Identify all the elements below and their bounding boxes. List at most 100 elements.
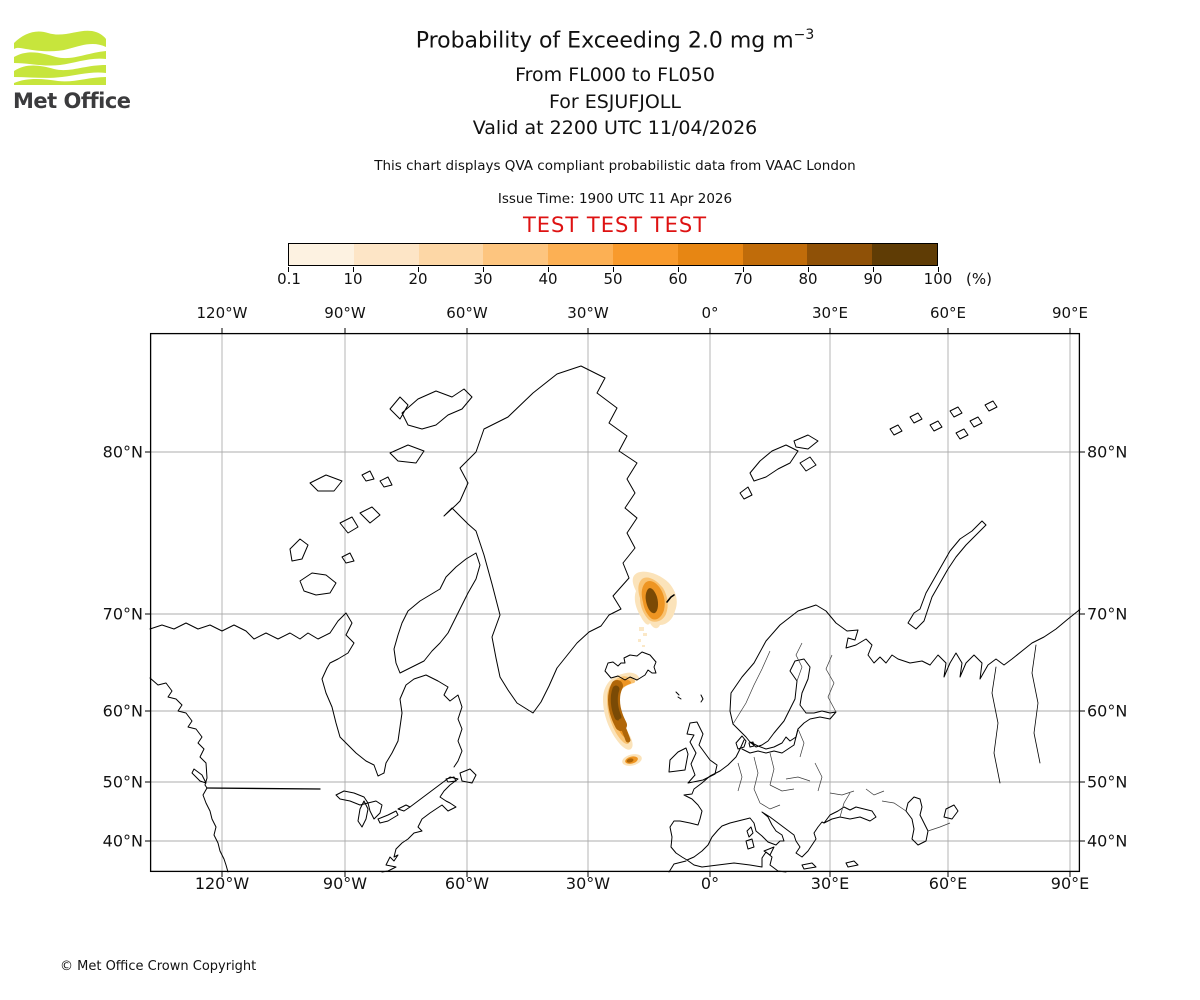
lon-label-top: 60°W	[446, 304, 488, 322]
colorbar-segment	[289, 244, 354, 265]
lat-label-left: 60°N	[102, 701, 143, 721]
coast-jan-mayen	[666, 594, 675, 603]
colorbar-tick	[873, 267, 874, 272]
lon-label-bottom: 120°W	[194, 874, 250, 893]
lon-label-top: 90°E	[1051, 304, 1089, 322]
footer-copyright: © Met Office Crown Copyright	[60, 959, 257, 974]
coast-norway-kola	[729, 604, 931, 725]
map-canvas	[145, 328, 1085, 877]
lon-label-bottom: 90°E	[1050, 874, 1090, 893]
colorbar-tick	[483, 267, 484, 272]
coast-svalbard	[739, 434, 819, 500]
coast-faroes	[675, 691, 682, 700]
lon-label-top: 30°E	[811, 304, 849, 322]
coast-novaya-zemlya	[907, 520, 987, 630]
colorbar-tick-label: 20	[408, 270, 428, 288]
lat-label-right: 50°N	[1087, 772, 1128, 792]
colorbar-tick-label: 30	[473, 270, 493, 288]
chart-description: This chart displays QVA compliant probab…	[374, 158, 856, 174]
lon-label-bottom: 60°W	[444, 874, 490, 893]
coast-aral	[943, 804, 959, 820]
lat-label-right: 70°N	[1087, 604, 1128, 624]
ash-plume-faint-trail	[638, 627, 647, 647]
colorbar-tick-label: 90	[863, 270, 883, 288]
lon-label-top: 0°	[701, 304, 719, 322]
colorbar-segment	[677, 244, 743, 265]
lat-label-right: 40°N	[1087, 831, 1128, 851]
coast-na-east	[381, 776, 459, 873]
coast-arctic-islands	[289, 388, 473, 596]
coast-med-islands	[745, 826, 859, 870]
coast-newfoundland	[445, 768, 477, 784]
coast-great-britain	[686, 721, 718, 784]
colorbar-segment	[807, 244, 873, 265]
coast-north-africa	[668, 851, 787, 873]
coast-arctic-mainland	[149, 612, 355, 669]
map-gridlines	[150, 333, 1080, 872]
lon-label-bottom: 0°	[700, 874, 720, 893]
coast-shetland	[700, 694, 704, 703]
colorbar-tick-label: 0.1	[277, 270, 301, 288]
colorbar-tick-label: 40	[538, 270, 558, 288]
colorbar-tick	[613, 267, 614, 272]
colorbar-tick	[418, 267, 419, 272]
coast-hudson-bay	[321, 667, 463, 777]
ash-plume-detached-blob	[622, 754, 642, 766]
river-ob-yenisei	[991, 644, 1041, 784]
coastlines	[149, 365, 1081, 873]
subtitle-volcano: For ESJUFJOLL	[549, 91, 681, 113]
colorbar-tick	[678, 267, 679, 272]
coast-kara-sea	[929, 608, 1081, 680]
colorbar-tick	[288, 267, 289, 272]
colorbar-tick	[353, 267, 354, 272]
lat-label-left: 70°N	[102, 604, 143, 624]
coast-caspian	[905, 796, 929, 846]
colorbar-segment	[353, 244, 419, 265]
map-frame	[145, 328, 1085, 877]
colorbar-tick	[808, 267, 809, 272]
chart-title-text: Probability of Exceeding 2.0 mg m	[415, 28, 794, 54]
colorbar-segment	[742, 244, 808, 265]
coast-iceland	[604, 651, 657, 681]
colorbar-tick-label: 70	[733, 270, 753, 288]
subtitle-valid-time: Valid at 2200 UTC 11/04/2026	[472, 117, 758, 139]
ash-plume-south-of-iceland	[603, 672, 640, 750]
lon-label-bottom: 30°E	[810, 874, 850, 893]
lon-label-top: 120°W	[196, 304, 248, 322]
coast-vancouver-island	[191, 768, 207, 784]
colorbar-segment	[483, 244, 549, 265]
coast-denmark	[735, 735, 755, 750]
colorbar-tick	[938, 267, 939, 272]
colorbar-tick-label: 10	[343, 270, 363, 288]
ash-plume-northeast-of-iceland	[632, 571, 677, 647]
colorbar-tick-label: 50	[603, 270, 623, 288]
country-borders	[732, 642, 951, 832]
colorbar-tick	[743, 267, 744, 272]
lon-label-top: 90°W	[324, 304, 366, 322]
lat-label-right: 60°N	[1087, 701, 1128, 721]
colorbar-tick	[548, 267, 549, 272]
coast-baltic	[732, 658, 837, 750]
coast-europe-mainland	[669, 728, 877, 861]
lat-label-right: 80°N	[1087, 442, 1128, 462]
met-office-logo-waves-icon	[14, 30, 106, 85]
coast-na-west	[149, 677, 229, 873]
coast-great-lakes	[335, 790, 411, 828]
subtitle-flight-levels: From FL000 to FL050	[515, 64, 715, 86]
test-banner: TEST TEST TEST	[522, 213, 708, 237]
colorbar-segment	[548, 244, 613, 265]
colorbar-tick-label: 100	[923, 270, 953, 288]
coast-baffin-island	[393, 552, 481, 674]
colorbar-segment	[612, 244, 678, 265]
met-office-logo-text: Met Office	[13, 89, 131, 113]
lon-label-top: 30°W	[567, 304, 609, 322]
colorbar-tick-label: 80	[798, 270, 818, 288]
lat-label-left: 80°N	[102, 442, 143, 462]
chart-title: Probability of Exceeding 2.0 mg m−3	[30, 27, 1200, 53]
coast-ireland	[668, 747, 689, 773]
coast-franz-josef-land	[889, 400, 998, 440]
colorbar-segment	[418, 244, 484, 265]
map-axis-ticks	[145, 328, 1085, 877]
lon-label-bottom: 90°W	[322, 874, 368, 893]
